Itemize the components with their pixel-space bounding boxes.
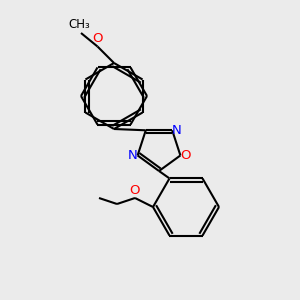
Text: N: N <box>172 124 182 137</box>
Text: O: O <box>92 32 103 45</box>
Text: N: N <box>128 149 138 162</box>
Text: O: O <box>181 149 191 162</box>
Text: O: O <box>130 184 140 196</box>
Text: CH₃: CH₃ <box>69 19 90 32</box>
